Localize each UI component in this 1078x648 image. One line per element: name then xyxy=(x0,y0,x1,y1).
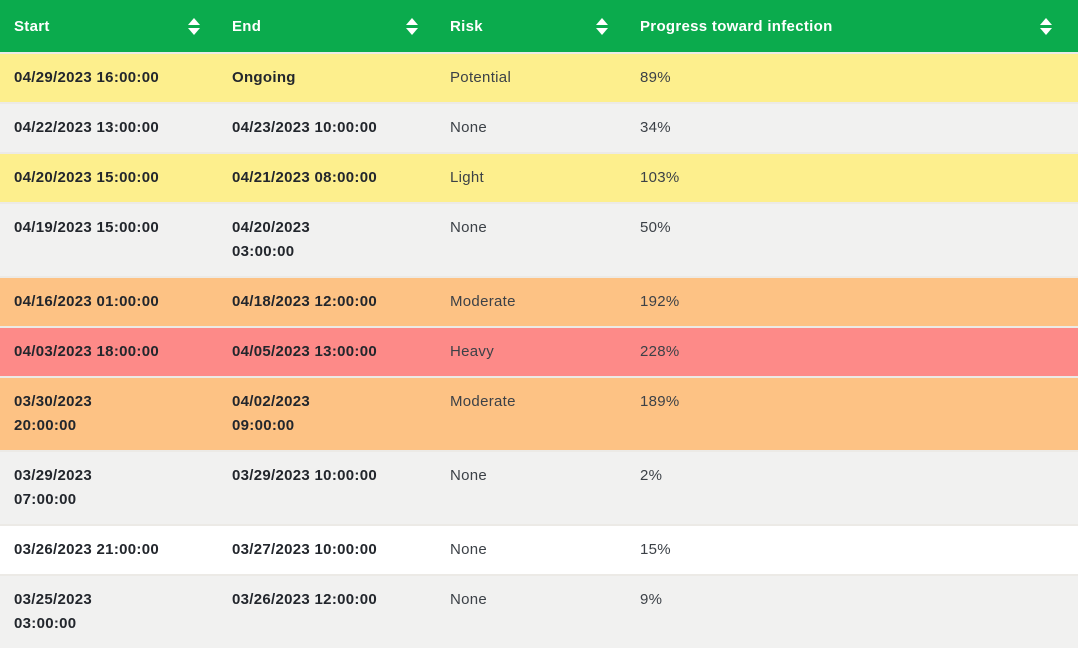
sort-down-arrow-icon xyxy=(406,27,418,35)
progress-cell: 34% xyxy=(626,102,1078,152)
start-cell: 04/16/2023 01:00:00 xyxy=(0,276,218,326)
end-cell: 03/29/2023 10:00:00 xyxy=(218,450,436,524)
column-header-risk[interactable]: Risk xyxy=(436,0,626,52)
table-row: 04/16/2023 01:00:00 04/18/2023 12:00:00 … xyxy=(0,276,1078,326)
progress-cell: 228% xyxy=(626,326,1078,376)
end-cell: 04/21/2023 08:00:00 xyxy=(218,152,436,202)
progress-cell: 15% xyxy=(626,524,1078,574)
end-cell: 03/27/2023 10:00:00 xyxy=(218,524,436,574)
progress-cell: 2% xyxy=(626,450,1078,524)
sort-down-arrow-icon xyxy=(596,27,608,35)
start-cell: 04/20/2023 15:00:00 xyxy=(0,152,218,202)
table-row: 04/20/2023 15:00:00 04/21/2023 08:00:00 … xyxy=(0,152,1078,202)
start-cell: 03/29/2023 07:00:00 xyxy=(0,450,218,524)
sort-icon[interactable] xyxy=(1040,17,1052,35)
sort-down-arrow-icon xyxy=(1040,27,1052,35)
table-body: 04/29/2023 16:00:00 Ongoing Potential 89… xyxy=(0,52,1078,648)
risk-cell: Potential xyxy=(436,52,626,102)
risk-cell: Light xyxy=(436,152,626,202)
table-row: 03/26/2023 21:00:00 03/27/2023 10:00:00 … xyxy=(0,524,1078,574)
sort-icon[interactable] xyxy=(596,17,608,35)
sort-up-arrow-icon xyxy=(188,17,200,25)
end-cell: 04/18/2023 12:00:00 xyxy=(218,276,436,326)
column-header-risk-label: Risk xyxy=(450,17,483,35)
sort-up-arrow-icon xyxy=(596,17,608,25)
progress-cell: 189% xyxy=(626,376,1078,450)
end-cell: 04/20/2023 03:00:00 xyxy=(218,202,436,276)
column-header-start-label: Start xyxy=(14,17,50,35)
end-cell: 04/23/2023 10:00:00 xyxy=(218,102,436,152)
end-cell: 04/05/2023 13:00:00 xyxy=(218,326,436,376)
start-cell: 04/19/2023 15:00:00 xyxy=(0,202,218,276)
progress-cell: 89% xyxy=(626,52,1078,102)
column-header-progress-label: Progress toward infection xyxy=(640,17,833,35)
column-header-start[interactable]: Start xyxy=(0,0,218,52)
table-header: Start End Risk xyxy=(0,0,1078,52)
end-cell: Ongoing xyxy=(218,52,436,102)
risk-cell: None xyxy=(436,574,626,648)
progress-cell: 50% xyxy=(626,202,1078,276)
table-row: 03/25/2023 03:00:00 03/26/2023 12:00:00 … xyxy=(0,574,1078,648)
start-cell: 04/29/2023 16:00:00 xyxy=(0,52,218,102)
column-header-end[interactable]: End xyxy=(218,0,436,52)
progress-cell: 192% xyxy=(626,276,1078,326)
end-cell: 04/02/2023 09:00:00 xyxy=(218,376,436,450)
start-cell: 04/22/2023 13:00:00 xyxy=(0,102,218,152)
sort-down-arrow-icon xyxy=(188,27,200,35)
risk-cell: Moderate xyxy=(436,276,626,326)
progress-cell: 103% xyxy=(626,152,1078,202)
risk-cell: Moderate xyxy=(436,376,626,450)
table-row: 04/22/2023 13:00:00 04/23/2023 10:00:00 … xyxy=(0,102,1078,152)
sort-up-arrow-icon xyxy=(1040,17,1052,25)
table-row: 04/29/2023 16:00:00 Ongoing Potential 89… xyxy=(0,52,1078,102)
sort-up-arrow-icon xyxy=(406,17,418,25)
start-cell: 04/03/2023 18:00:00 xyxy=(0,326,218,376)
start-cell: 03/26/2023 21:00:00 xyxy=(0,524,218,574)
risk-cell: Heavy xyxy=(436,326,626,376)
start-cell: 03/30/2023 20:00:00 xyxy=(0,376,218,450)
table-row: 04/19/2023 15:00:00 04/20/2023 03:00:00 … xyxy=(0,202,1078,276)
sort-icon[interactable] xyxy=(406,17,418,35)
start-cell: 03/25/2023 03:00:00 xyxy=(0,574,218,648)
column-header-progress[interactable]: Progress toward infection xyxy=(626,0,1078,52)
table-row: 04/03/2023 18:00:00 04/05/2023 13:00:00 … xyxy=(0,326,1078,376)
end-cell: 03/26/2023 12:00:00 xyxy=(218,574,436,648)
table-row: 03/29/2023 07:00:00 03/29/2023 10:00:00 … xyxy=(0,450,1078,524)
risk-cell: None xyxy=(436,450,626,524)
column-header-end-label: End xyxy=(232,17,262,35)
header-row: Start End Risk xyxy=(0,0,1078,52)
progress-cell: 9% xyxy=(626,574,1078,648)
risk-cell: None xyxy=(436,202,626,276)
sort-icon[interactable] xyxy=(188,17,200,35)
table-row: 03/30/2023 20:00:00 04/02/2023 09:00:00 … xyxy=(0,376,1078,450)
risk-cell: None xyxy=(436,524,626,574)
risk-cell: None xyxy=(436,102,626,152)
